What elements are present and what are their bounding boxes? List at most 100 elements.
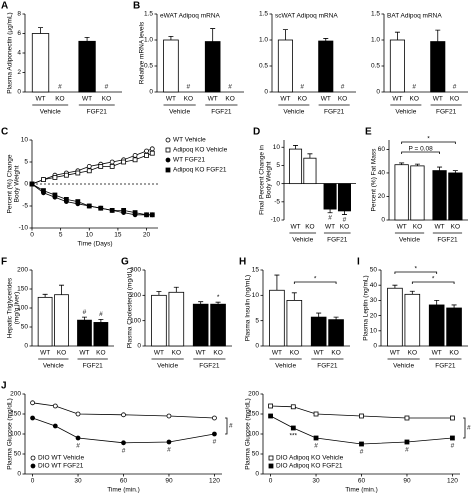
y-axis-label: Plasma Leptin (ng/mL)	[363, 275, 370, 340]
point	[313, 435, 319, 441]
y-tick-label: 0	[255, 471, 259, 478]
series-line	[270, 405, 453, 419]
group-label: FGF21	[437, 237, 458, 244]
x-tick-label: KO	[298, 96, 307, 103]
bar	[328, 319, 344, 347]
y-tick-label: 5	[255, 317, 259, 324]
y-axis-label: (mg/g liver)	[14, 292, 21, 325]
y-tick-label: 0	[376, 89, 380, 96]
y-tick-label: 50	[21, 324, 29, 331]
point	[86, 163, 92, 169]
panel-title: scWAT Adipoq mRNA	[275, 13, 338, 20]
annotation: *	[415, 266, 418, 273]
bar	[204, 41, 221, 93]
y-tick-label: 40	[370, 282, 378, 289]
point	[149, 150, 155, 156]
error-bar	[451, 304, 457, 308]
group-label: FGF21	[324, 109, 345, 116]
panel: D Final Percent Change in Body Weight -10 -5…	[253, 127, 356, 244]
error-bar	[409, 290, 415, 295]
bar	[394, 164, 409, 221]
group-label: FGF21	[211, 109, 232, 116]
point	[109, 159, 115, 165]
error-bar	[42, 293, 48, 298]
y-axis-label: Final Percent Change in	[259, 145, 266, 215]
point	[132, 157, 138, 163]
panel-letter: F	[1, 257, 7, 268]
annotation: *	[432, 276, 435, 283]
x-tick-label: WT	[154, 350, 164, 357]
error-bar	[452, 170, 458, 173]
y-tick-label: 10	[273, 144, 281, 151]
annotation: #	[213, 439, 217, 446]
point	[359, 413, 364, 419]
panel-letter: A	[1, 1, 8, 12]
y-axis-label: Percent (%) Change	[7, 154, 14, 213]
y-axis-label: Plasma Insulin (ng/mL)	[245, 275, 252, 341]
annotation: #	[467, 425, 471, 432]
y-tick-label: 150	[10, 411, 21, 418]
point	[30, 415, 35, 421]
x-tick-label: KO	[57, 350, 66, 357]
panel-letter: G	[121, 257, 129, 268]
y-axis-label: Body Weight	[266, 161, 273, 198]
bar	[337, 183, 351, 212]
y-tick-label: 300	[130, 267, 141, 274]
x-tick-label: 120	[447, 478, 458, 485]
x-tick-label: WT	[280, 96, 290, 103]
y-tick-label: 1.5	[371, 11, 380, 18]
bar	[31, 33, 50, 93]
bar	[151, 294, 167, 347]
x-tick-label: WT	[35, 96, 45, 103]
annotation: #	[453, 84, 457, 91]
x-tick-label: 0	[30, 232, 34, 239]
annotation: #	[412, 84, 416, 91]
y-tick-label: 150	[17, 286, 28, 293]
group-label: Vehicle	[40, 109, 61, 116]
point	[313, 411, 319, 417]
y-tick-label: 1.0	[259, 37, 268, 44]
annotation: #	[228, 84, 232, 91]
x-tick-label: WT	[314, 350, 324, 357]
y-tick-label: 200	[10, 391, 21, 398]
point	[52, 192, 58, 198]
point	[75, 170, 81, 176]
x-tick-label: 30	[74, 478, 82, 485]
bar	[318, 40, 334, 93]
point	[75, 435, 81, 441]
error-bar	[437, 166, 443, 171]
y-tick-label: 50	[370, 267, 378, 274]
y-tick-label: 10	[252, 292, 260, 299]
x-tick-label: KO	[305, 224, 314, 231]
annotation: #	[360, 449, 364, 456]
point	[144, 152, 149, 158]
error-bar	[38, 27, 44, 34]
y-tick-label: 100	[17, 305, 28, 312]
x-tick-label: WT	[166, 96, 176, 103]
point	[132, 152, 138, 158]
annotation: ***	[290, 433, 298, 440]
y-tick-label: 0.5	[144, 63, 153, 70]
y-tick-label: 6	[17, 30, 21, 37]
panel-title: BAT Adipoq mRNA	[387, 13, 442, 20]
point	[450, 435, 455, 441]
bar	[210, 303, 226, 347]
point	[63, 196, 69, 202]
bar	[323, 183, 337, 210]
x-tick-label: KO	[96, 350, 105, 357]
error-bar	[282, 29, 288, 40]
panel-title: eWAT Adipoq mRNA	[160, 13, 221, 20]
x-tick-label: KO	[449, 350, 458, 357]
y-tick-label: 50	[14, 451, 22, 458]
legend-marker	[268, 455, 274, 461]
point	[404, 439, 410, 445]
bar	[389, 39, 405, 93]
bracket	[293, 281, 337, 284]
y-axis-label: Percent (%) Fat Mass	[371, 148, 378, 212]
bar	[37, 296, 53, 347]
error-bar	[293, 145, 299, 150]
group-label: Vehicle	[393, 363, 414, 370]
